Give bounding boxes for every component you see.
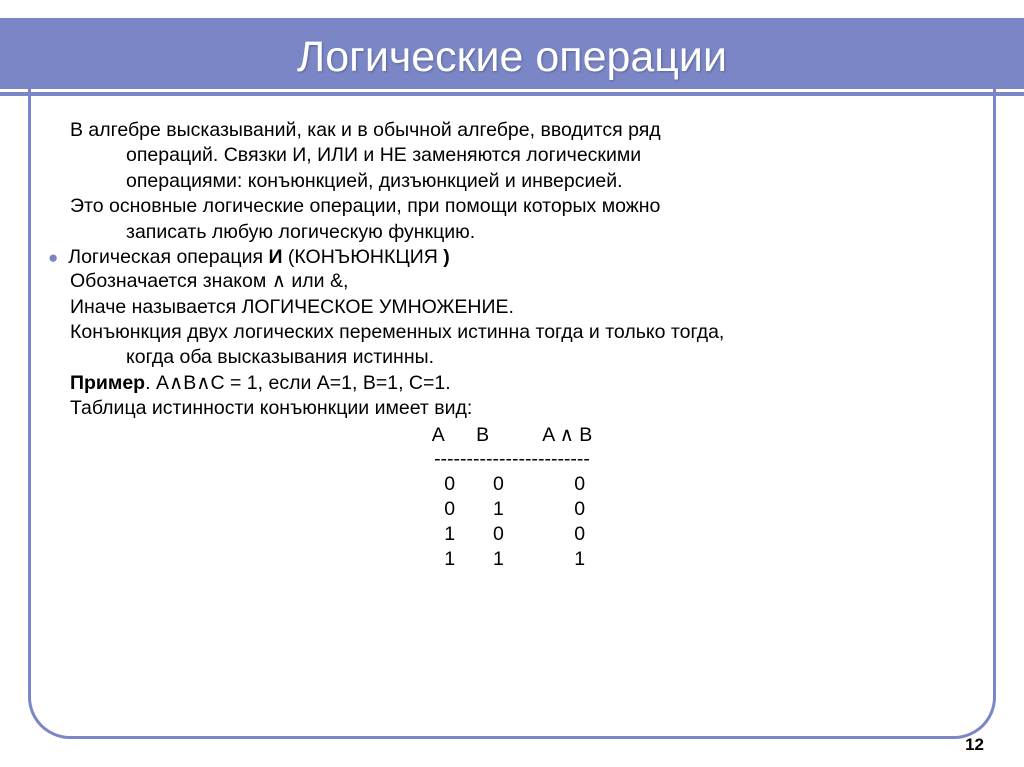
symbol-line: Обозначается знаком ∧ или &, (70, 269, 954, 293)
intro-line-2b: записать любую логическую функцию. (70, 220, 954, 244)
definition-line-1: Конъюнкция двух логических переменных ис… (70, 320, 954, 344)
intro-line-2: Это основные логические операции, при по… (70, 194, 954, 218)
page-number: 12 (965, 735, 984, 755)
title-bar: Логические операции (0, 18, 1024, 96)
truth-header: A B A ∧ B (70, 423, 954, 448)
bullet-icon: ● (48, 247, 58, 268)
example-line: Пример. A∧B∧C = 1, если A=1, B=1, C=1. (70, 371, 954, 395)
truth-row: 1 1 1 (70, 547, 954, 572)
intro-line-1c: операциями: конъюнкцией, дизъюнкцией и и… (70, 169, 954, 193)
bullet-text: Логическая операция И (КОНЪЮНКЦИЯ ) (68, 245, 450, 269)
truth-row: 1 0 0 (70, 522, 954, 547)
truth-row: 0 0 0 (70, 472, 954, 497)
bullet-bold-1: И (268, 246, 282, 268)
intro-line-1b: операций. Связки И, ИЛИ и НЕ заменяются … (70, 143, 954, 167)
bullet-bold-2: ) (443, 246, 450, 268)
example-rest: . A∧B∧C = 1, если A=1, B=1, C=1. (145, 372, 451, 394)
example-label: Пример (70, 372, 145, 394)
intro-line-1: В алгебре высказываний, как и в обычной … (70, 118, 954, 142)
altname-line: Иначе называется ЛОГИЧЕСКОЕ УМНОЖЕНИЕ. (70, 295, 954, 319)
truth-divider: ------------------------ (70, 447, 954, 472)
bullet-pre: Логическая операция (68, 246, 268, 268)
definition-line-1b: когда оба высказывания истинны. (70, 345, 954, 369)
table-intro: Таблица истинности конъюнкции имеет вид: (70, 396, 954, 420)
truth-table: A B A ∧ B ------------------------ 0 0 0… (70, 423, 954, 573)
slide-title: Логические операции (297, 33, 727, 82)
truth-row: 0 1 0 (70, 497, 954, 522)
bullet-item: ● Логическая операция И (КОНЪЮНКЦИЯ ) (48, 245, 954, 269)
content-area: В алгебре высказываний, как и в обычной … (70, 118, 954, 572)
bullet-mid: (КОНЪЮНКЦИЯ (282, 246, 443, 268)
